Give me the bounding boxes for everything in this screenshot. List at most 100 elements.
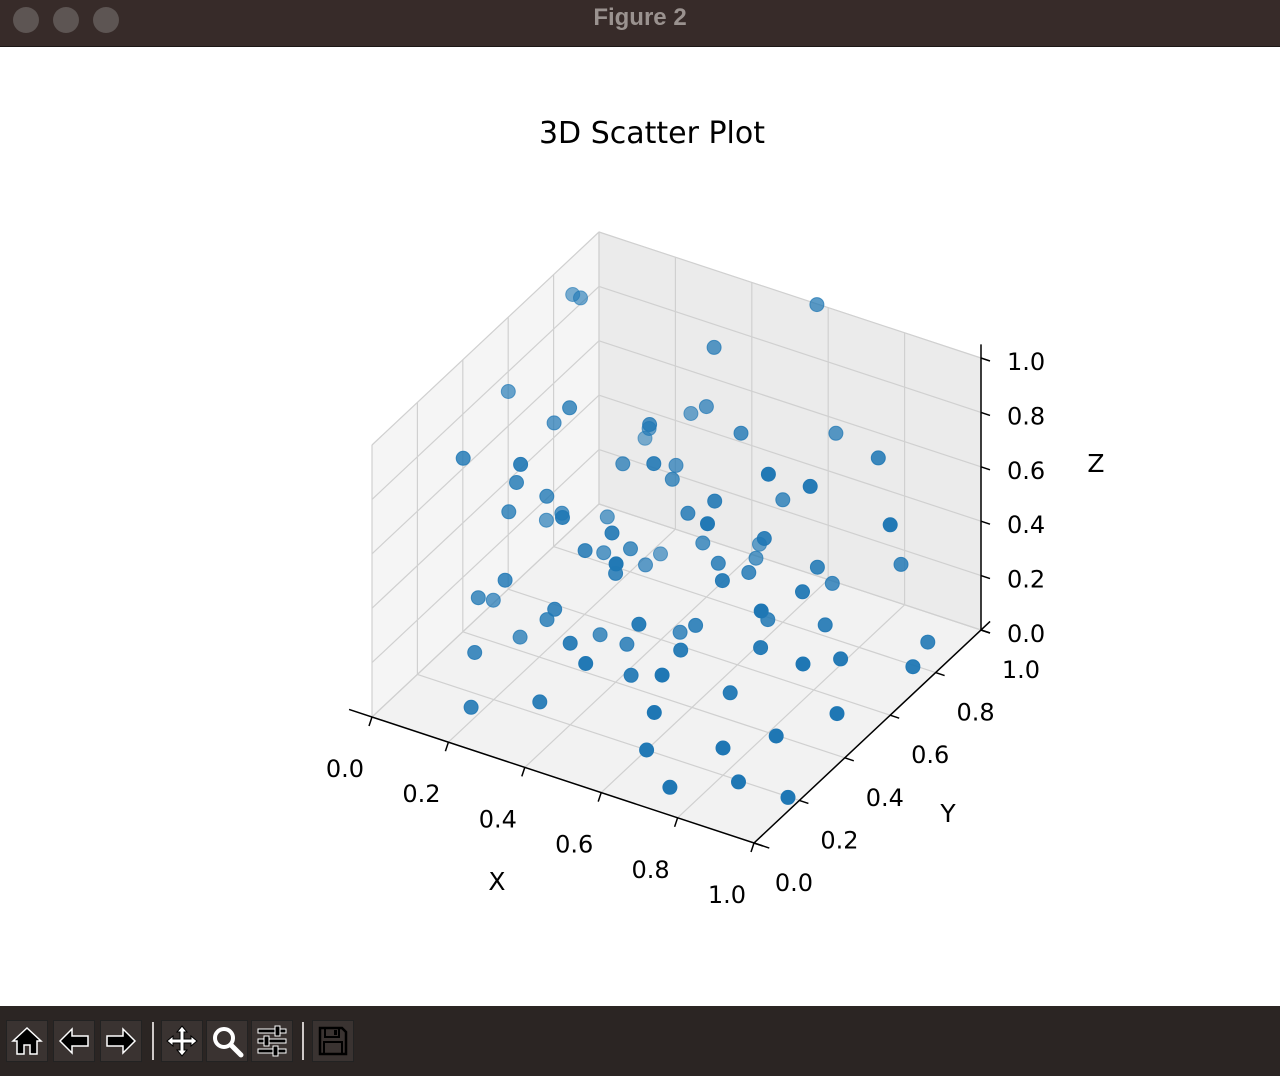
data-points <box>455 287 936 805</box>
data-point <box>828 425 844 441</box>
data-point <box>668 457 684 473</box>
data-point <box>795 656 811 672</box>
data-point <box>795 584 810 600</box>
data-point <box>695 535 711 551</box>
data-point <box>638 557 653 573</box>
x-tick-label: 0.2 <box>402 780 440 808</box>
data-point <box>829 706 845 722</box>
data-point <box>710 555 726 571</box>
data-point <box>707 493 723 509</box>
data-point <box>680 505 696 521</box>
data-point <box>753 603 769 619</box>
data-point <box>509 475 524 490</box>
home-icon <box>11 1026 43 1055</box>
data-point <box>731 774 746 790</box>
close-window-button[interactable] <box>13 7 39 33</box>
y-axis-line <box>753 620 991 844</box>
z-axis-label: Z <box>1087 449 1104 478</box>
grid-line <box>371 449 600 664</box>
grid-line <box>598 394 982 522</box>
data-point <box>760 466 776 482</box>
configure-subplots-button[interactable] <box>251 1020 293 1062</box>
arrow-left-icon <box>58 1027 89 1055</box>
data-point <box>608 556 624 572</box>
magnifier-icon <box>213 1027 244 1058</box>
y-tick-label: 0.0 <box>775 869 813 897</box>
pan-button[interactable] <box>161 1020 203 1062</box>
maximize-window-button[interactable] <box>93 7 119 33</box>
data-point <box>824 575 840 591</box>
y-tick-label: 0.2 <box>820 826 858 854</box>
data-point <box>631 616 647 632</box>
data-point <box>714 573 730 589</box>
data-point <box>833 651 849 667</box>
data-point <box>673 642 689 658</box>
toolbar-separator <box>302 1022 304 1060</box>
data-point <box>596 545 612 561</box>
axis-lines <box>348 344 991 849</box>
grid-line <box>677 604 906 819</box>
data-point <box>562 400 578 416</box>
minimize-window-button[interactable] <box>53 7 79 33</box>
x-tick <box>750 842 755 853</box>
x-tick <box>673 817 679 828</box>
forward-button[interactable] <box>100 1020 142 1062</box>
x-tick-label: 1.0 <box>708 881 746 909</box>
tick-marks: 0.00.00.00.20.20.20.40.40.40.60.60.60.80… <box>326 348 1045 909</box>
grid-line <box>524 553 753 768</box>
back-button[interactable] <box>53 1020 95 1062</box>
data-point <box>756 531 772 546</box>
x-tick-label: 0.4 <box>479 805 517 833</box>
data-point <box>882 517 898 533</box>
data-point <box>672 624 688 640</box>
x-axis-label: X <box>488 867 505 896</box>
zoom-button[interactable] <box>206 1020 248 1062</box>
grid-line <box>447 528 676 743</box>
grid-line <box>371 503 600 718</box>
z-tick-label: 0.2 <box>1007 566 1045 594</box>
data-point <box>662 779 678 795</box>
data-point <box>539 612 555 628</box>
grid-line <box>508 588 891 716</box>
y-tick <box>844 757 855 762</box>
sliders-icon <box>257 1025 287 1057</box>
y-tick <box>889 714 900 719</box>
data-point <box>893 556 909 572</box>
data-point <box>646 456 662 472</box>
chart-title: 3D Scatter Plot <box>539 116 765 151</box>
data-point <box>539 488 555 504</box>
data-point <box>700 516 715 532</box>
data-point <box>546 415 562 431</box>
data-point <box>748 550 764 566</box>
data-point <box>455 450 471 466</box>
data-point <box>809 297 825 313</box>
data-point <box>562 635 578 651</box>
y-tick-label: 0.8 <box>957 699 995 727</box>
data-point <box>809 559 825 575</box>
x-tick <box>521 767 526 777</box>
figure-canvas[interactable]: 3D Scatter Plot 0.0 0.0 0.0 0.2 0.2 0.2 0.4 0.4… <box>0 47 1280 1006</box>
data-point <box>501 504 517 520</box>
scatter-3d-chart: 3D Scatter Plot 0.00.00.00.20.20.20.40.4… <box>326 116 1105 909</box>
grid-line <box>371 231 600 446</box>
y-tick <box>935 671 945 677</box>
z-tick <box>980 357 991 362</box>
home-button[interactable] <box>6 1020 48 1062</box>
data-point <box>623 667 639 683</box>
data-point <box>870 450 886 466</box>
z-tick-label: 1.0 <box>1007 348 1045 376</box>
data-point <box>688 617 704 633</box>
data-point <box>555 510 570 525</box>
data-point <box>768 728 784 744</box>
data-point <box>485 592 501 608</box>
data-point <box>905 659 921 675</box>
grid-line <box>598 340 982 468</box>
data-point <box>619 636 635 652</box>
grid-line <box>371 394 600 609</box>
data-point <box>532 694 548 710</box>
data-point <box>706 339 722 355</box>
y-tick <box>799 799 809 805</box>
data-point <box>642 417 658 432</box>
z-tick-label: 0.8 <box>1007 402 1045 430</box>
save-button[interactable] <box>312 1020 354 1062</box>
